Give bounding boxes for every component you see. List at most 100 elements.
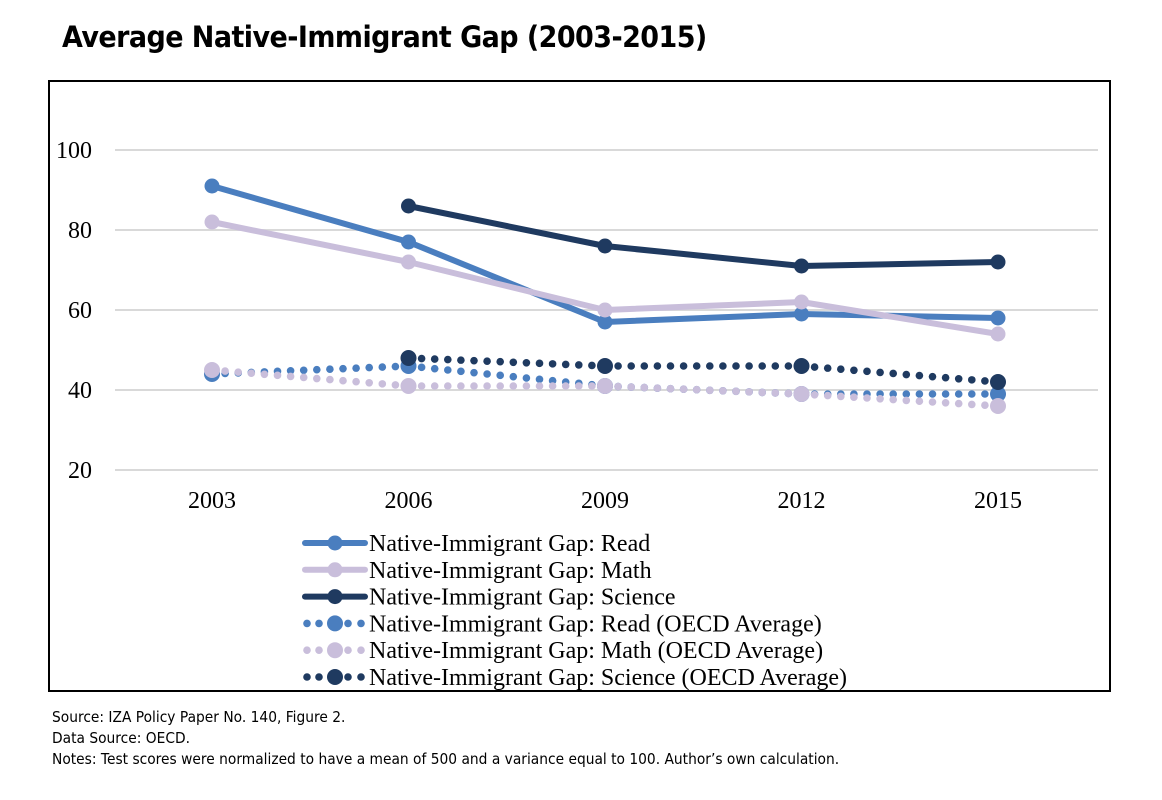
dotted-segment-dot bbox=[339, 364, 347, 373]
legend-label: Native-Immigrant Gap: Science (OECD Aver… bbox=[369, 665, 847, 691]
dotted-segment-dot bbox=[535, 375, 544, 384]
dotted-segment-dot bbox=[430, 382, 439, 390]
dotted-segment-dot bbox=[430, 355, 439, 363]
dotted-segment-dot bbox=[653, 384, 662, 392]
dotted-segment-dot bbox=[719, 362, 727, 370]
dotted-segment-dot bbox=[889, 390, 897, 398]
y-tick-label: 40 bbox=[68, 378, 92, 404]
dotted-segment-dot bbox=[483, 382, 491, 390]
chart-frame bbox=[48, 80, 1111, 692]
dotted-segment-dot bbox=[640, 362, 649, 370]
data-point bbox=[990, 254, 1006, 270]
dotted-segment-dot bbox=[784, 389, 793, 398]
dotted-segment-dot bbox=[260, 370, 269, 379]
dotted-segment-dot bbox=[588, 382, 596, 390]
dotted-segment-dot bbox=[470, 368, 478, 377]
dotted-segment-dot bbox=[653, 362, 662, 370]
dotted-segment-dot bbox=[823, 364, 832, 372]
dotted-segment-dot bbox=[444, 366, 452, 374]
series-native-immigrant-gap-math-oecd-average bbox=[204, 362, 1006, 414]
dotted-segment-dot bbox=[640, 383, 649, 392]
legend-dot bbox=[303, 673, 311, 681]
dotted-segment-dot bbox=[496, 371, 505, 380]
dotted-segment-dot bbox=[273, 371, 282, 380]
dotted-segment-dot bbox=[915, 371, 924, 380]
dotted-segment-dot bbox=[889, 369, 897, 378]
legend-label: Native-Immigrant Gap: Math (OECD Average… bbox=[369, 638, 823, 664]
chart-title: Average Native-Immigrant Gap (2003-2015) bbox=[62, 20, 707, 54]
y-tick-label: 60 bbox=[68, 298, 92, 324]
legend-dot bbox=[357, 673, 365, 681]
legend-dot bbox=[344, 673, 352, 681]
dotted-segment-dot bbox=[941, 373, 950, 382]
dotted-segment-dot bbox=[483, 357, 491, 366]
legend-marker bbox=[327, 642, 343, 659]
dotted-segment-dot bbox=[522, 382, 531, 390]
legend-marker bbox=[327, 535, 343, 551]
dotted-segment-dot bbox=[876, 395, 884, 403]
dotted-segment-dot bbox=[876, 368, 884, 377]
x-tick-label: 2006 bbox=[385, 488, 433, 514]
dotted-segment-dot bbox=[614, 362, 622, 370]
dotted-segment-dot bbox=[457, 382, 465, 390]
data-point bbox=[597, 314, 613, 330]
data-point bbox=[990, 310, 1006, 326]
dotted-segment-dot bbox=[902, 390, 911, 398]
dotted-segment-dot bbox=[732, 387, 740, 396]
data-point bbox=[793, 358, 810, 374]
legend-marker bbox=[327, 669, 343, 685]
legend-dot bbox=[357, 619, 365, 628]
dotted-segment-dot bbox=[535, 359, 544, 368]
dotted-segment-dot bbox=[234, 368, 242, 376]
dotted-segment-dot bbox=[627, 383, 635, 391]
dotted-segment-dot bbox=[837, 392, 845, 401]
dotted-segment-dot bbox=[928, 390, 937, 398]
data-point bbox=[990, 374, 1006, 390]
dotted-segment-dot bbox=[850, 366, 858, 375]
dotted-segment-dot bbox=[981, 377, 989, 385]
dotted-segment-dot bbox=[915, 397, 924, 406]
dotted-segment-dot bbox=[810, 391, 819, 399]
x-tick-label: 2003 bbox=[188, 488, 236, 514]
dotted-segment-dot bbox=[915, 390, 924, 398]
dotted-segment-dot bbox=[679, 385, 688, 394]
dotted-segment-dot bbox=[391, 381, 400, 389]
dotted-segment-dot bbox=[863, 394, 871, 402]
dotted-segment-dot bbox=[286, 367, 295, 375]
dotted-segment-dot bbox=[548, 376, 557, 385]
dotted-segment-dot bbox=[509, 372, 518, 381]
dotted-segment-dot bbox=[810, 363, 819, 371]
data-point bbox=[204, 178, 220, 194]
dotted-segment-dot bbox=[954, 390, 963, 398]
dotted-segment-dot bbox=[522, 359, 531, 367]
series-layer bbox=[204, 178, 1006, 414]
legend-dot bbox=[315, 619, 323, 628]
dotted-segment-dot bbox=[339, 376, 347, 385]
dotted-segment-dot bbox=[352, 377, 360, 386]
dotted-segment-dot bbox=[706, 362, 714, 370]
data-point bbox=[400, 350, 417, 366]
dotted-segment-dot bbox=[247, 369, 256, 378]
data-point bbox=[794, 294, 809, 310]
dotted-segment-dot bbox=[614, 382, 622, 391]
dotted-segment-dot bbox=[902, 396, 911, 405]
dotted-segment-dot bbox=[627, 362, 635, 370]
dotted-segment-dot bbox=[535, 382, 544, 390]
dotted-segment-dot bbox=[496, 382, 505, 390]
legend-item: Native-Immigrant Gap: Science (OECD Aver… bbox=[303, 665, 847, 691]
data-point bbox=[990, 386, 1006, 402]
data-point bbox=[597, 302, 613, 318]
dotted-segment-dot bbox=[352, 364, 360, 372]
data-point bbox=[794, 258, 809, 274]
dotted-segment-dot bbox=[968, 400, 976, 409]
legend-marker bbox=[327, 589, 343, 605]
legend-dot bbox=[357, 646, 365, 654]
methodology-note: Notes: Test scores were normalized to ha… bbox=[52, 750, 840, 768]
dotted-segment-dot bbox=[391, 362, 400, 371]
dotted-segment-dot bbox=[692, 362, 701, 370]
y-tick-label: 100 bbox=[56, 138, 92, 164]
dotted-segment-dot bbox=[863, 367, 871, 376]
dotted-segment-dot bbox=[326, 365, 334, 374]
legend-item: Native-Immigrant Gap: Read (OECD Average… bbox=[303, 611, 822, 637]
dotted-segment-dot bbox=[575, 382, 583, 390]
